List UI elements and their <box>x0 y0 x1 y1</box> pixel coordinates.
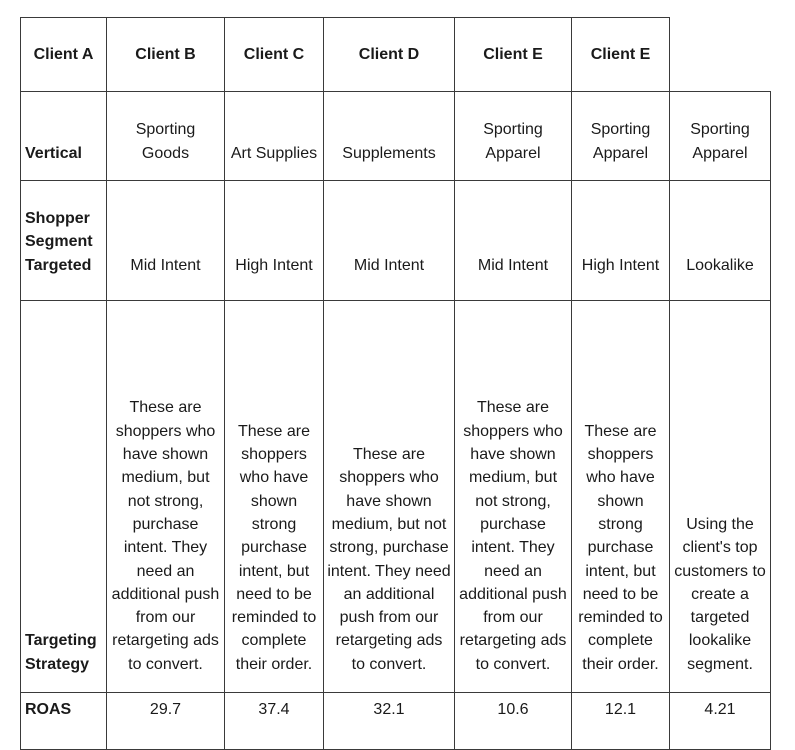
table-row: Vertical Sporting Goods Art Supplies Sup… <box>20 91 771 181</box>
table-cell: High Intent <box>224 180 324 301</box>
header-empty-cell <box>669 17 771 92</box>
table-cell: Sporting Apparel <box>669 91 771 181</box>
header-client-a: Client A <box>20 17 107 92</box>
table-cell: High Intent <box>571 180 670 301</box>
row-label-roas: ROAS <box>20 692 107 750</box>
header-client-c: Client C <box>224 17 324 92</box>
table-cell: Using the client's top customers to crea… <box>669 300 771 693</box>
client-comparison-table: Client A Client B Client C Client D Clie… <box>20 17 771 750</box>
table-cell: Supplements <box>323 91 455 181</box>
header-client-e: Client E <box>454 17 572 92</box>
row-label-targeting-strategy: Targeting Strategy <box>20 300 107 693</box>
table-cell: 4.21 <box>669 692 771 750</box>
table-cell: Mid Intent <box>106 180 225 301</box>
table-row: Shopper Segment Targeted Mid Intent High… <box>20 180 771 301</box>
table-cell: 10.6 <box>454 692 572 750</box>
table-cell: These are shoppers who have shown strong… <box>571 300 670 693</box>
table-cell: 37.4 <box>224 692 324 750</box>
table-cell: 29.7 <box>106 692 225 750</box>
header-client-b: Client B <box>106 17 225 92</box>
table-row: Targeting Strategy These are shoppers wh… <box>20 300 771 693</box>
table-cell: Sporting Apparel <box>571 91 670 181</box>
row-label-vertical: Vertical <box>20 91 107 181</box>
header-row: Client A Client B Client C Client D Clie… <box>20 17 771 92</box>
table-cell: These are shoppers who have shown medium… <box>454 300 572 693</box>
table-cell: These are shoppers who have shown medium… <box>323 300 455 693</box>
table-cell: 32.1 <box>323 692 455 750</box>
table-cell: Sporting Goods <box>106 91 225 181</box>
client-comparison-table-wrapper: Client A Client B Client C Client D Clie… <box>20 17 771 750</box>
table-cell: Sporting Apparel <box>454 91 572 181</box>
table-cell: Mid Intent <box>454 180 572 301</box>
header-client-d: Client D <box>323 17 455 92</box>
table-row: ROAS 29.7 37.4 32.1 10.6 12.1 4.21 <box>20 692 771 750</box>
table-cell: Lookalike <box>669 180 771 301</box>
table-cell: Mid Intent <box>323 180 455 301</box>
table-cell: Art Supplies <box>224 91 324 181</box>
row-label-shopper-segment: Shopper Segment Targeted <box>20 180 107 301</box>
header-client-e-second: Client E <box>571 17 670 92</box>
table-cell: These are shoppers who have shown strong… <box>224 300 324 693</box>
table-cell: These are shoppers who have shown medium… <box>106 300 225 693</box>
table-cell: 12.1 <box>571 692 670 750</box>
